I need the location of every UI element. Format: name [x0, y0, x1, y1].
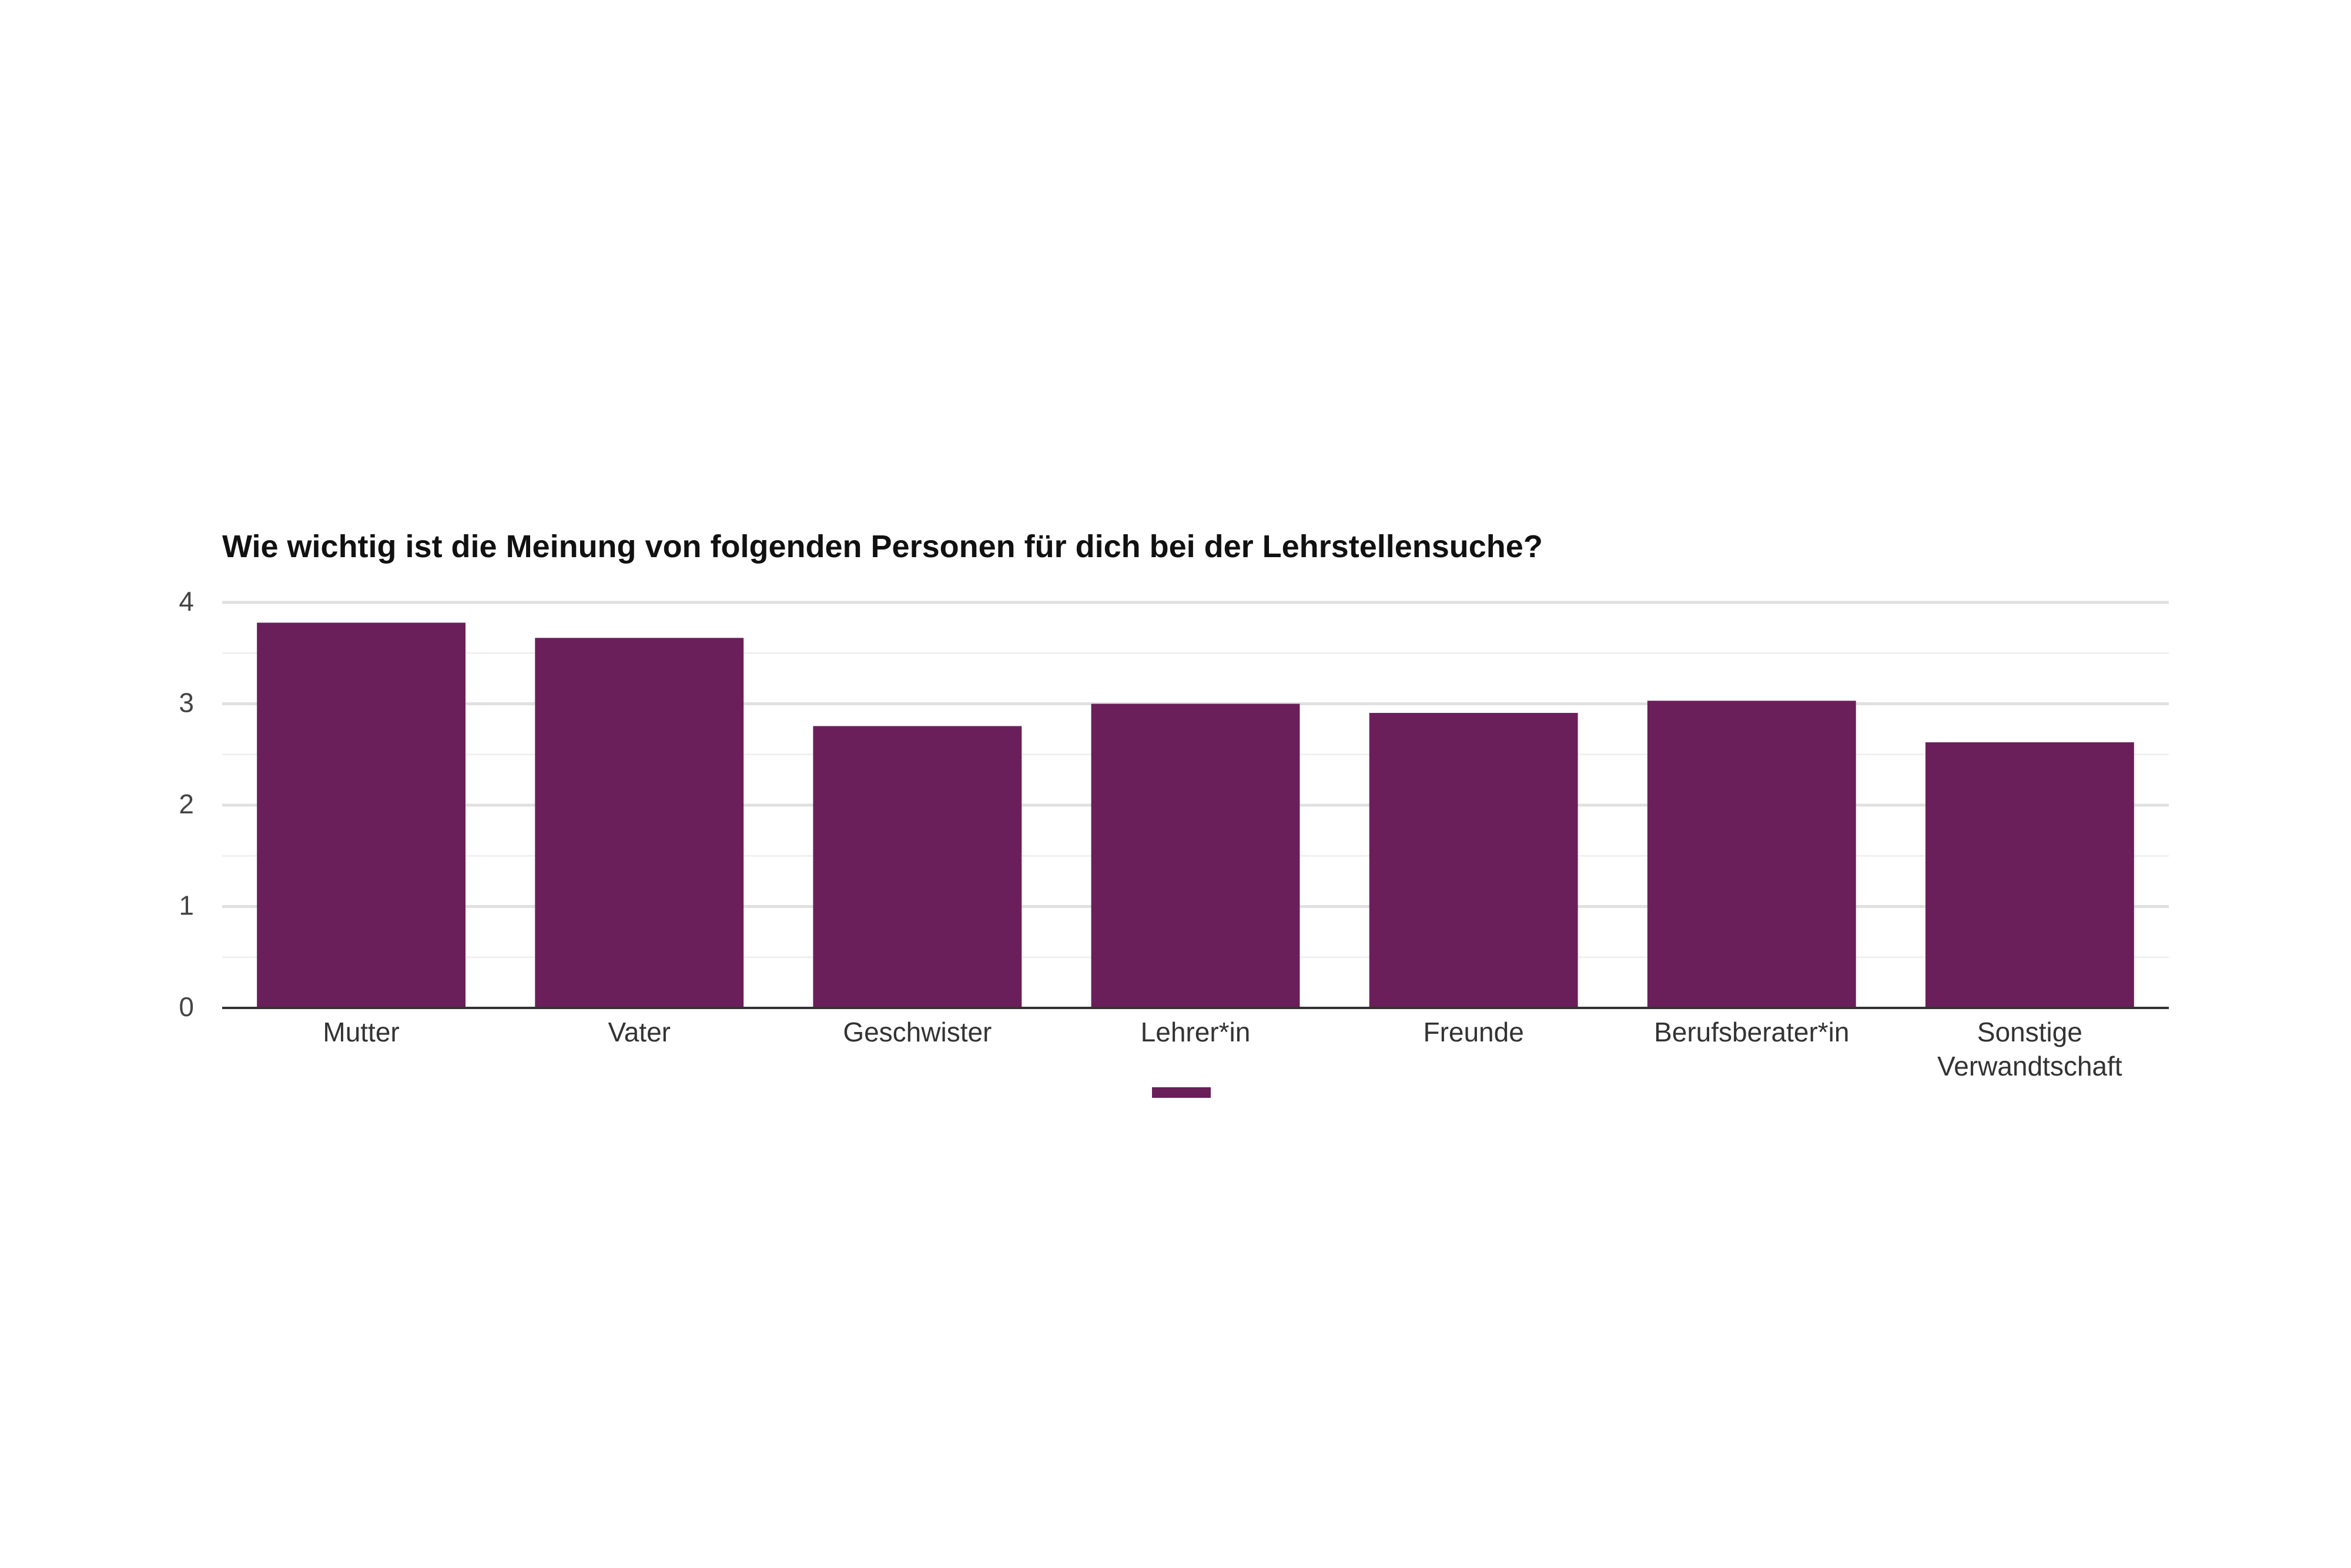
bar: [257, 622, 465, 1008]
x-tick-label: Sonstige Verwandtschaft: [1937, 1017, 2122, 1081]
chart-title: Wie wichtig ist die Meinung von folgende…: [222, 529, 1543, 564]
bar: [1369, 713, 1578, 1008]
bar: [1647, 701, 1856, 1008]
x-tick-label: Berufsberater*in: [1654, 1017, 1849, 1047]
bars: [257, 622, 2134, 1008]
x-tick-label: Geschwister: [843, 1017, 992, 1047]
legend: [1152, 1087, 1211, 1098]
y-tick-label: 0: [179, 991, 194, 1022]
x-tick-label: Lehrer*in: [1141, 1017, 1251, 1047]
x-tick-label: Mutter: [323, 1017, 399, 1047]
y-tick-label: 2: [179, 789, 194, 819]
bar: [535, 638, 744, 1008]
x-tick-label: Vater: [608, 1017, 671, 1047]
bar: [1925, 742, 2134, 1008]
x-tick-label: Freunde: [1423, 1017, 1523, 1047]
bar: [813, 726, 1022, 1008]
y-tick-label: 4: [179, 586, 194, 617]
y-tick-label: 3: [179, 688, 194, 718]
y-tick-label: 1: [179, 890, 194, 921]
legend-swatch: [1152, 1087, 1211, 1098]
labels: 0 1 2 3 4 Mutter Vater Geschwister Lehrer*in Freu…: [179, 586, 2122, 1081]
bar: [1091, 703, 1300, 1008]
